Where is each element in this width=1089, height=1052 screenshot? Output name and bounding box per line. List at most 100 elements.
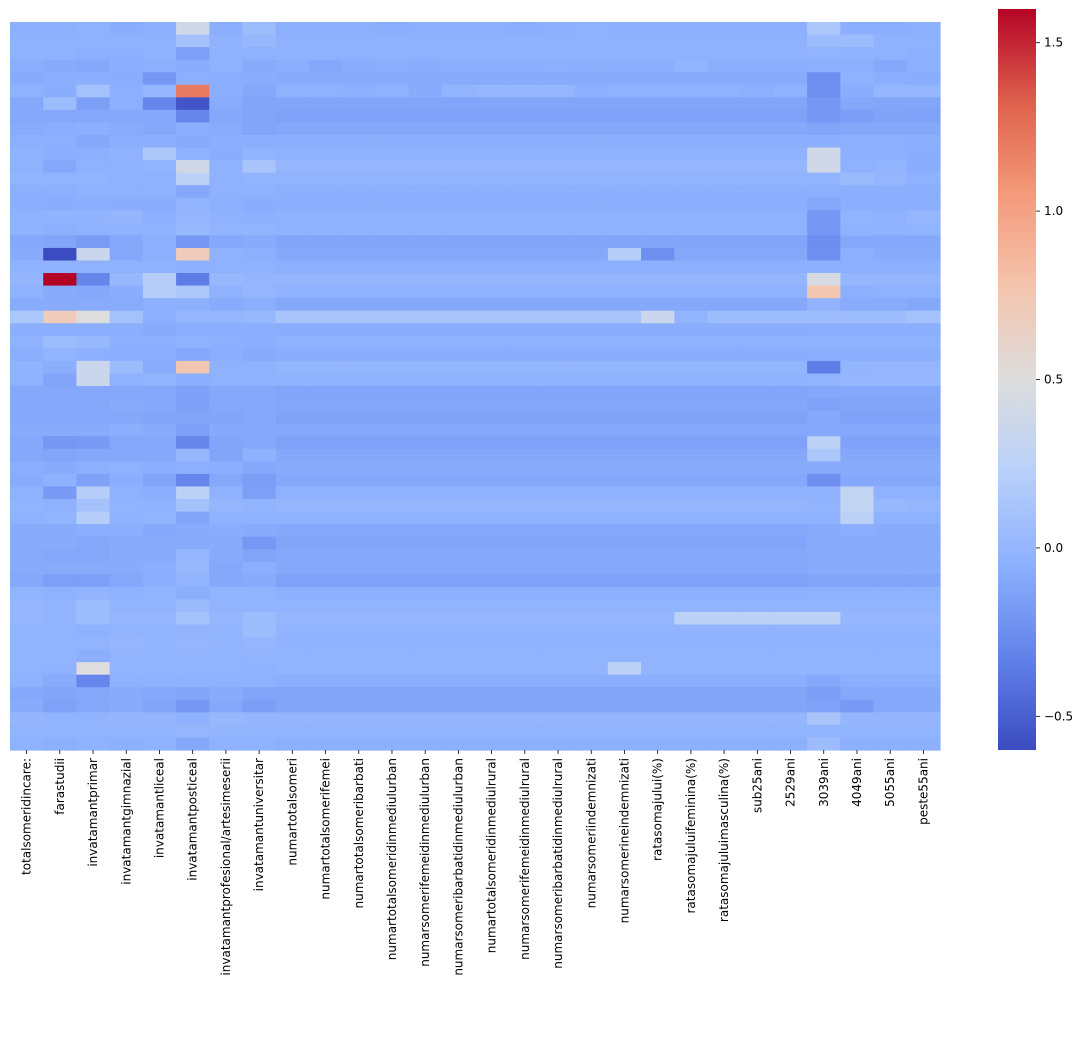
heatmap-cell <box>342 386 376 400</box>
x-tick-label: numarsomerifemeidinmediulurban <box>418 758 432 967</box>
x-tick-label: 4049ani <box>850 758 864 807</box>
heatmap-cell <box>109 273 144 287</box>
heatmap-cell <box>109 59 144 73</box>
heatmap-cell <box>740 448 775 462</box>
heatmap-cell <box>508 486 543 500</box>
heatmap-cell <box>176 84 210 98</box>
heatmap-cell <box>607 197 642 211</box>
heatmap-cell <box>43 398 78 412</box>
heatmap-cell <box>508 360 543 375</box>
heatmap-cell <box>10 712 44 726</box>
heatmap-cell <box>176 373 210 387</box>
heatmap-cell <box>707 448 742 462</box>
heatmap-cell <box>76 247 111 262</box>
heatmap-cell <box>242 285 277 299</box>
heatmap-cell <box>508 712 543 726</box>
heatmap-cell <box>275 197 310 211</box>
heatmap-cell <box>441 109 476 124</box>
heatmap-cell <box>441 185 476 199</box>
heatmap-cell <box>308 611 343 626</box>
heatmap-cell <box>441 335 476 349</box>
heatmap-cell <box>209 724 244 739</box>
heatmap-cell <box>342 511 376 525</box>
heatmap-cell <box>773 197 808 211</box>
heatmap-cell <box>109 147 144 161</box>
heatmap-cell <box>10 536 44 550</box>
heatmap-cell <box>807 348 841 362</box>
heatmap-cell <box>142 524 177 538</box>
heatmap-cell <box>707 109 742 124</box>
heatmap-cell <box>574 160 609 174</box>
heatmap-cell <box>308 235 343 249</box>
heatmap-cell <box>275 185 310 199</box>
heatmap-cell <box>740 109 775 124</box>
heatmap-cell <box>109 222 144 236</box>
heatmap-cell <box>441 310 476 324</box>
heatmap-cell <box>541 323 576 337</box>
heatmap-cell <box>308 109 343 124</box>
heatmap-cell <box>475 486 509 500</box>
heatmap-cell <box>408 712 443 726</box>
heatmap-cell <box>740 473 775 488</box>
heatmap-cell <box>607 160 642 174</box>
heatmap-cell <box>242 712 277 726</box>
heatmap-cell <box>641 498 675 513</box>
heatmap-cell <box>607 624 642 638</box>
heatmap-cell <box>773 637 808 651</box>
heatmap-cell <box>109 298 144 312</box>
heatmap-cell <box>574 348 609 362</box>
heatmap-cell <box>873 134 908 149</box>
heatmap-cell <box>906 724 941 739</box>
heatmap-cell <box>707 373 742 387</box>
heatmap-cell <box>408 160 443 174</box>
heatmap-cell <box>109 172 144 186</box>
heatmap-cell <box>541 674 576 688</box>
heatmap-cell <box>109 574 144 588</box>
heatmap-cell <box>209 386 244 400</box>
heatmap-cell <box>807 160 841 174</box>
heatmap-cell <box>906 373 941 387</box>
heatmap-cell <box>906 611 941 626</box>
heatmap-cell <box>342 72 376 86</box>
heatmap-cell <box>176 423 210 437</box>
heatmap-cell <box>408 247 443 262</box>
heatmap-cell <box>840 84 875 98</box>
colorbar <box>998 9 1036 750</box>
heatmap-cell <box>707 160 742 174</box>
heatmap-cell <box>740 134 775 149</box>
heatmap-cell <box>807 624 841 638</box>
heatmap-cell <box>541 134 576 149</box>
heatmap-cell <box>308 586 343 600</box>
heatmap-cell <box>342 549 376 563</box>
heatmap-cell <box>641 687 675 701</box>
heatmap-cell <box>242 22 277 36</box>
heatmap-cell <box>176 323 210 337</box>
heatmap-cell <box>176 235 210 249</box>
heatmap-cell <box>375 72 410 86</box>
heatmap-cell <box>10 486 44 500</box>
heatmap-cell <box>906 235 941 249</box>
heatmap-cell <box>242 134 277 149</box>
heatmap-cell <box>541 72 576 86</box>
heatmap-cell <box>275 222 310 236</box>
heatmap-cells <box>10 22 941 751</box>
heatmap-cell <box>308 624 343 638</box>
heatmap-cell <box>840 247 875 262</box>
heatmap-cell <box>873 398 908 412</box>
heatmap-cell <box>873 473 908 488</box>
heatmap-cell <box>773 310 808 324</box>
heatmap-cell <box>209 524 244 538</box>
heatmap-cell <box>873 611 908 626</box>
heatmap-cell <box>242 423 277 437</box>
heatmap-cell <box>508 84 543 98</box>
heatmap-cell <box>408 72 443 86</box>
heatmap-cell <box>906 737 941 751</box>
heatmap-cell <box>607 674 642 688</box>
heatmap-cell <box>574 109 609 124</box>
heatmap-cell <box>674 586 709 600</box>
heatmap-cell <box>375 59 410 73</box>
heatmap-cell <box>840 222 875 236</box>
heatmap-cell <box>176 574 210 588</box>
heatmap-cell <box>906 524 941 538</box>
heatmap-cell <box>740 662 775 676</box>
